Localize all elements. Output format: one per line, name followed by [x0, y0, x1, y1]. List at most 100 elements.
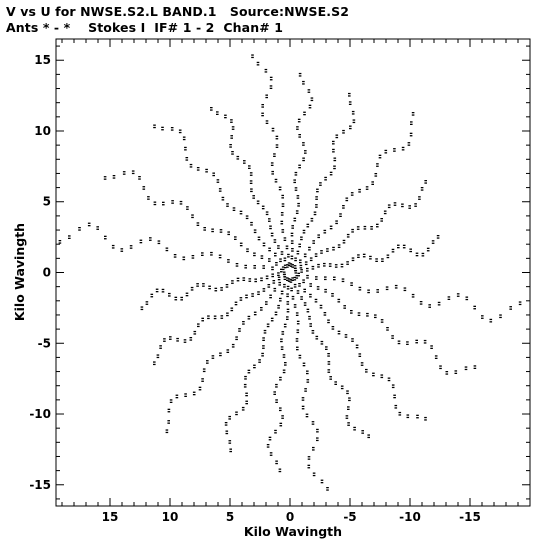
uv-point [327, 371, 331, 373]
uv-point [275, 462, 278, 465]
uv-point [283, 276, 286, 278]
uv-point [249, 172, 253, 174]
uv-point [302, 279, 305, 281]
uv-point [253, 254, 256, 257]
uv-point [315, 278, 318, 280]
uv-point [349, 125, 352, 127]
uv-point [201, 252, 204, 254]
uv-point [383, 210, 387, 212]
uv-point [153, 361, 156, 363]
uv-point [245, 392, 248, 394]
uv-point [430, 347, 433, 349]
uv-point [286, 301, 290, 303]
uv-point [312, 446, 315, 449]
uv-point [174, 296, 178, 298]
uv-point [406, 343, 409, 345]
uv-point [165, 429, 169, 431]
uv-point [210, 254, 213, 256]
uv-point [293, 220, 297, 222]
uv-point [362, 253, 366, 255]
uv-point [266, 446, 270, 448]
uv-point [104, 238, 107, 240]
uv-point [190, 286, 194, 289]
uv-point [409, 135, 413, 137]
uv-point [270, 164, 274, 166]
uv-point [305, 416, 309, 418]
uv-point [269, 225, 272, 227]
uv-point [271, 127, 275, 130]
uv-point [327, 369, 331, 371]
uv-point [340, 266, 344, 268]
uv-point [307, 89, 311, 91]
uv-point [202, 370, 206, 373]
uv-point [293, 286, 297, 288]
uv-point [287, 280, 291, 282]
uv-point [374, 316, 377, 319]
uv-point [391, 335, 394, 337]
uv-point [270, 317, 274, 319]
uv-point [157, 242, 161, 245]
uv-point [307, 467, 311, 469]
uv-point [260, 309, 263, 311]
uv-point [351, 340, 354, 342]
data-points [58, 54, 522, 491]
uv-point [403, 289, 407, 292]
uv-point [243, 386, 247, 388]
uv-point [203, 229, 206, 231]
uv-point [509, 306, 512, 308]
uv-point [324, 179, 327, 181]
uv-point [329, 228, 333, 230]
uv-point [129, 245, 133, 247]
uv-point [231, 128, 235, 130]
uv-point [391, 248, 395, 251]
uv-point [294, 189, 298, 191]
uv-point [285, 245, 289, 247]
uv-point [350, 192, 354, 194]
uv-point [374, 175, 378, 177]
uv-point [112, 177, 116, 179]
uv-point [283, 259, 287, 262]
uv-point [275, 264, 278, 266]
uv-point [274, 252, 277, 254]
uv-point [207, 317, 210, 320]
uv-point [238, 328, 241, 330]
uv-point [295, 275, 299, 277]
uv-point [406, 414, 410, 416]
uv-point [380, 321, 384, 323]
uv-point [333, 157, 337, 159]
uv-point [312, 242, 315, 244]
uv-point [241, 409, 245, 411]
uv-point [265, 301, 268, 303]
uv-point [220, 287, 223, 289]
uv-point [326, 489, 329, 491]
uv-point [230, 121, 233, 123]
uv-point [351, 231, 354, 233]
uv-point [300, 238, 303, 241]
uv-point [78, 227, 81, 229]
uv-point [341, 278, 345, 280]
uv-point [420, 187, 424, 189]
uv-point [323, 229, 327, 232]
uv-point [244, 267, 247, 269]
uv-point [347, 422, 350, 424]
uv-point [327, 361, 331, 363]
uv-point [346, 236, 350, 238]
uv-point [342, 242, 346, 244]
uv-point [296, 349, 299, 351]
uv-point [376, 289, 379, 291]
uv-point [281, 203, 285, 205]
uv-point [263, 332, 267, 334]
uv-point [289, 281, 293, 283]
uv-point [228, 418, 231, 420]
uv-point [316, 288, 320, 290]
uv-point [334, 381, 337, 383]
uv-point [374, 173, 378, 175]
uv-point [306, 267, 309, 270]
uv-point [279, 297, 282, 300]
x-tick-label: 15 [102, 510, 119, 524]
uv-point [346, 233, 350, 236]
uv-point [327, 355, 330, 357]
uv-point [311, 268, 315, 270]
uv-point [274, 181, 278, 183]
uv-point [269, 76, 273, 78]
